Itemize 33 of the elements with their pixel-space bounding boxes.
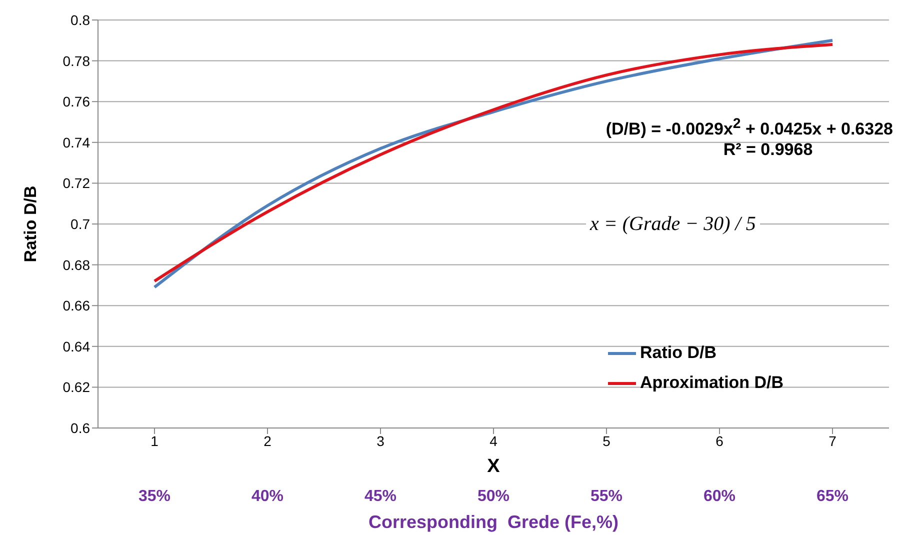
text: 40% xyxy=(250,488,285,506)
y-tick-label: 0.68 xyxy=(62,256,90,273)
y-tick-label: 0.62 xyxy=(62,379,90,396)
y-tick-label: 0.64 xyxy=(62,338,90,354)
text: 55% xyxy=(589,488,624,506)
y-tick-label: 0.78 xyxy=(62,52,90,69)
legend-label: Ratio D/B xyxy=(640,343,716,363)
y-tick-label: 0.8 xyxy=(70,12,90,28)
text: 35% xyxy=(137,488,172,506)
y-tick-label: 0.76 xyxy=(62,94,90,110)
y-tick-label: 0.72 xyxy=(62,175,90,192)
x-tick-label: 7 xyxy=(828,432,837,449)
x-axis-title: X xyxy=(486,456,501,478)
annotation: (D/B) = -0.0029x$^{2}$ + 0.0425x + 0.6328 xyxy=(606,116,893,140)
x-tick-label: 3 xyxy=(376,432,385,449)
x-tick-label: 5 xyxy=(602,432,611,449)
y-tick-label: 0.74 xyxy=(62,134,90,150)
x-tick-label: 1 xyxy=(150,432,159,449)
y-tick-label: 0.66 xyxy=(62,298,90,314)
x-tick-label: 4 xyxy=(490,432,498,449)
y-axis-title: Ratio D/B xyxy=(21,186,40,262)
text: 50% xyxy=(476,488,511,506)
x-tick-label: 6 xyxy=(716,432,724,449)
x-tick-label: 2 xyxy=(264,432,272,449)
text: 65% xyxy=(815,488,850,506)
legend-label: Aproximation D/B xyxy=(640,373,784,393)
text: 60% xyxy=(702,488,737,506)
y-tick-label: 0.6 xyxy=(70,420,90,436)
annotation: x = (Grade − 30) / 5 xyxy=(586,213,760,236)
y-tick-label: 0.7 xyxy=(70,216,90,232)
annotation: R² = 0.9968 xyxy=(722,140,814,160)
text: Corresponding Grede (Fe,%) xyxy=(367,512,620,533)
text: 45% xyxy=(363,488,398,506)
